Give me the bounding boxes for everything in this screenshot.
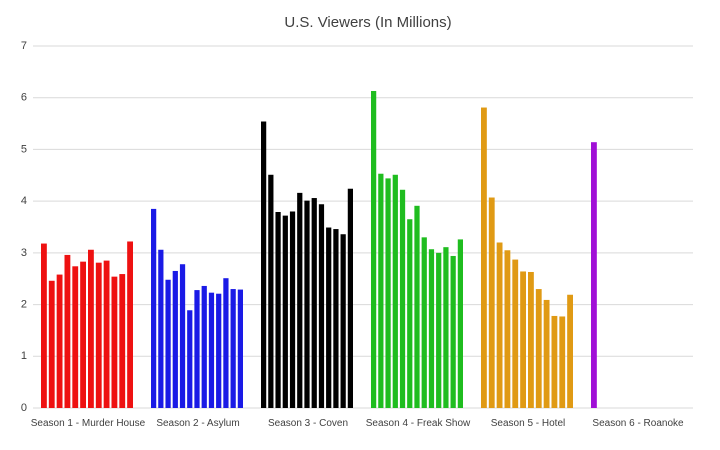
bar	[311, 198, 317, 408]
category-label: Season 4 - Freak Show	[366, 418, 471, 429]
bar	[230, 289, 236, 408]
y-tick-label: 5	[21, 143, 27, 155]
bar	[551, 315, 558, 408]
bar	[399, 189, 406, 408]
season-group-4	[371, 90, 463, 409]
bar	[543, 299, 550, 408]
bar	[326, 227, 332, 408]
bar	[504, 250, 511, 408]
bar	[340, 234, 346, 408]
bar	[172, 270, 178, 408]
season-group-2	[151, 208, 243, 408]
bar	[297, 192, 303, 408]
season-group-5	[481, 107, 573, 408]
bar	[428, 249, 435, 408]
season-group-1	[41, 241, 133, 408]
bar	[275, 212, 281, 408]
bar	[194, 290, 200, 408]
bar	[559, 316, 566, 408]
bar	[385, 178, 391, 408]
bar	[103, 260, 110, 408]
category-label: Season 3 - Coven	[268, 418, 348, 429]
bar	[88, 249, 94, 408]
bar	[436, 252, 442, 408]
bar	[64, 254, 71, 408]
bar	[304, 200, 310, 408]
bar	[407, 219, 413, 408]
category-label: Season 6 - Roanoke	[592, 418, 684, 429]
bar	[289, 211, 296, 408]
gridlines	[33, 45, 693, 409]
bar	[223, 278, 229, 408]
bar	[95, 262, 102, 408]
bar	[591, 142, 597, 408]
y-tick-label: 4	[21, 195, 27, 207]
bar	[201, 285, 207, 408]
y-tick-label: 6	[21, 92, 27, 104]
bar	[443, 247, 449, 408]
bar	[187, 310, 193, 408]
bar	[208, 292, 215, 408]
bar	[450, 255, 456, 408]
bar	[237, 289, 243, 408]
y-tick-label: 7	[21, 40, 27, 52]
bar	[371, 90, 377, 409]
bar	[165, 279, 171, 408]
bar	[119, 274, 126, 408]
bar	[282, 215, 288, 408]
bar	[268, 174, 274, 408]
bar	[496, 242, 503, 408]
bar	[457, 239, 463, 408]
bar	[414, 205, 420, 408]
bar	[421, 237, 427, 408]
y-axis-ticks: 0 1 2 3 4 5 6 7	[21, 40, 27, 414]
bar	[347, 188, 353, 408]
y-tick-label: 2	[21, 298, 27, 310]
category-label: Season 1 - Murder House	[31, 418, 146, 429]
bar	[127, 241, 133, 408]
bar	[512, 259, 519, 408]
bar	[333, 229, 339, 408]
bar	[179, 264, 186, 408]
y-tick-label: 0	[21, 402, 27, 414]
bar	[261, 121, 267, 408]
bar	[151, 208, 157, 408]
bar	[481, 107, 487, 408]
bar	[48, 280, 55, 408]
bars	[41, 90, 597, 409]
bar	[41, 243, 47, 408]
bar	[520, 271, 526, 408]
bar	[56, 274, 63, 408]
bar	[80, 261, 86, 408]
y-tick-label: 1	[21, 350, 27, 362]
y-tick-label: 3	[21, 247, 27, 259]
bar	[111, 276, 118, 408]
bar	[528, 271, 534, 408]
bar	[392, 174, 398, 408]
bar	[567, 294, 573, 408]
category-labels: Season 1 - Murder House Season 2 - Asylum…	[31, 418, 684, 429]
bar	[535, 289, 542, 408]
bar	[216, 293, 222, 408]
bar	[72, 266, 79, 408]
bar	[378, 173, 384, 408]
category-label: Season 5 - Hotel	[491, 418, 566, 429]
category-label: Season 2 - Asylum	[156, 418, 239, 429]
season-group-3	[261, 121, 353, 408]
season-group-6	[591, 142, 597, 408]
chart-title: U.S. Viewers (In Millions)	[284, 14, 451, 31]
bar	[158, 249, 164, 408]
bar	[318, 204, 325, 408]
bar	[488, 197, 495, 408]
